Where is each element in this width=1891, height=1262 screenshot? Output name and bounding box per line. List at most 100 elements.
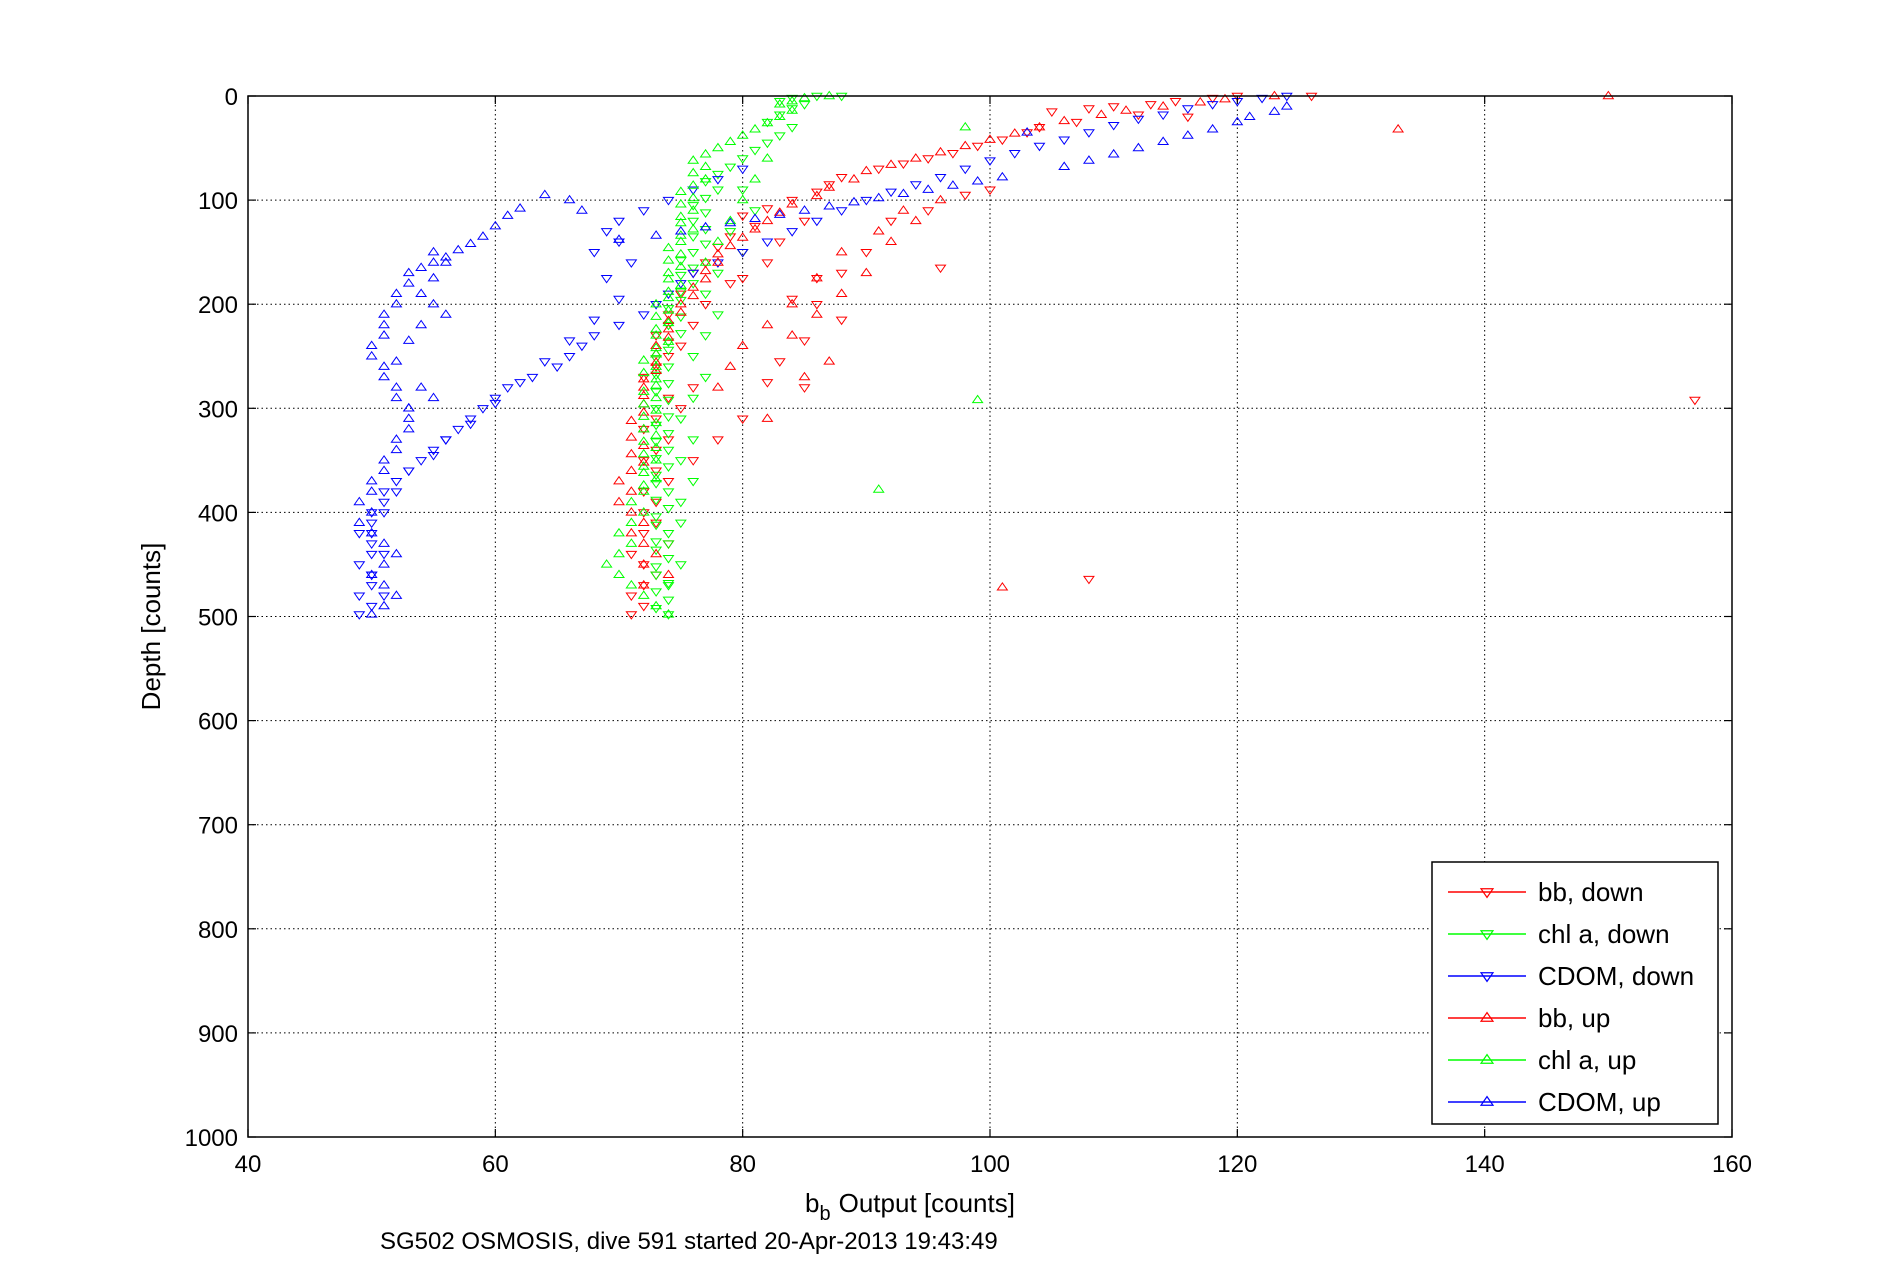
data-point	[650, 519, 663, 529]
data-point	[662, 363, 675, 373]
data-point	[1045, 108, 1058, 117]
data-point	[687, 155, 700, 164]
data-point	[378, 600, 390, 610]
data-point	[415, 319, 428, 329]
data-point	[489, 394, 502, 404]
data-point	[415, 288, 428, 297]
data-point	[662, 611, 675, 620]
data-point	[959, 165, 972, 175]
data-point	[637, 582, 650, 591]
data-point	[662, 396, 675, 406]
data-point	[427, 392, 440, 402]
data-point	[650, 332, 663, 341]
data-point	[835, 92, 848, 102]
data-point	[1107, 103, 1120, 112]
data-point	[390, 392, 403, 402]
data-point	[650, 454, 663, 464]
data-point	[650, 388, 663, 398]
legend-item: chl a, down	[1448, 919, 1670, 949]
data-point	[687, 217, 700, 227]
data-point	[1157, 111, 1170, 121]
data-point	[1082, 105, 1095, 114]
data-point	[959, 191, 972, 201]
y-tick-label: 600	[198, 709, 238, 736]
data-point	[674, 457, 687, 466]
data-point	[773, 132, 786, 141]
figure-caption: SG502 OSMOSIS, dive 591 started 20-Apr-2…	[380, 1228, 998, 1255]
data-point	[637, 373, 650, 383]
data-point	[625, 432, 638, 441]
data-point	[637, 448, 650, 458]
data-point	[637, 559, 650, 568]
data-point	[625, 611, 638, 620]
data-point	[922, 184, 935, 193]
data-point	[897, 188, 910, 198]
data-point	[835, 288, 848, 297]
y-tick-label: 1000	[185, 1125, 238, 1152]
data-point	[971, 175, 984, 185]
data-point	[637, 407, 650, 416]
data-point	[823, 181, 836, 190]
data-point	[674, 217, 687, 227]
data-point	[699, 221, 712, 231]
data-point	[909, 215, 922, 225]
data-point	[390, 488, 403, 497]
data-point	[736, 274, 749, 284]
legend-box	[1431, 861, 1719, 1125]
data-point	[699, 148, 712, 158]
data-point	[934, 194, 947, 204]
data-point	[662, 446, 675, 456]
data-point	[625, 517, 638, 527]
series-5	[353, 101, 1293, 618]
data-point	[402, 423, 415, 433]
data-point	[637, 590, 650, 599]
data-point	[687, 167, 700, 177]
data-point	[798, 205, 811, 214]
legend-item: bb, down	[1448, 877, 1644, 907]
data-point	[761, 319, 774, 329]
data-point	[637, 461, 650, 470]
data-point	[613, 217, 625, 227]
data-point	[996, 171, 1009, 181]
data-point	[934, 264, 947, 274]
data-point	[885, 159, 898, 168]
data-point	[687, 223, 700, 233]
series-0	[625, 92, 1701, 620]
data-point	[773, 238, 786, 248]
data-point	[674, 248, 687, 258]
data-point	[662, 540, 675, 550]
data-point	[365, 571, 378, 581]
data-point	[662, 255, 675, 264]
data-point	[390, 298, 403, 308]
data-point	[390, 434, 403, 443]
x-tick-label: 40	[235, 1151, 262, 1178]
data-point	[662, 436, 675, 445]
x-axis-label-subscript: b	[820, 1203, 831, 1225]
data-point	[489, 399, 502, 409]
data-point	[1107, 121, 1120, 131]
data-point	[1157, 136, 1170, 146]
data-point	[711, 248, 724, 258]
data-point	[1231, 116, 1244, 126]
data-point	[909, 181, 922, 190]
data-point	[650, 355, 663, 364]
data-point	[724, 215, 737, 225]
data-point	[749, 173, 761, 183]
data-point	[378, 559, 390, 568]
data-point	[761, 238, 774, 248]
data-point	[563, 337, 576, 347]
x-tick-label: 120	[1217, 1151, 1257, 1178]
data-point	[848, 173, 860, 183]
data-point	[600, 274, 613, 284]
data-point	[650, 417, 663, 427]
data-point	[402, 402, 415, 412]
data-point	[786, 196, 799, 206]
data-point	[736, 232, 749, 241]
data-point	[650, 473, 663, 483]
data-point	[687, 321, 700, 331]
y-tick-label: 100	[198, 188, 238, 215]
data-point	[736, 212, 749, 222]
data-point	[1169, 98, 1182, 107]
data-point	[749, 123, 761, 133]
data-point	[699, 301, 712, 310]
